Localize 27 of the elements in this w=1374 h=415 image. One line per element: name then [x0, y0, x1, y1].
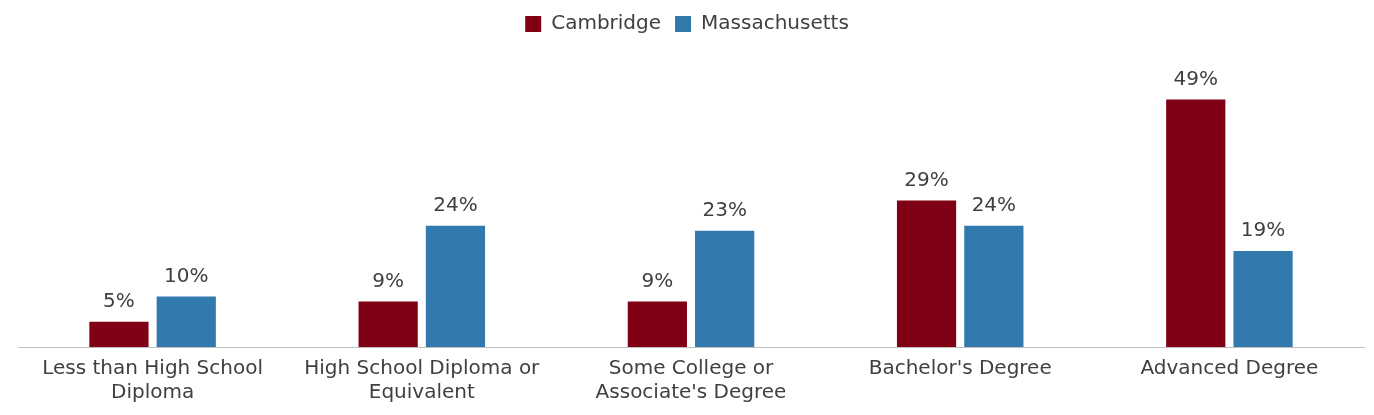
x-tick-label: Advanced Degree — [1140, 355, 1319, 380]
bar — [627, 301, 687, 347]
data-label: 10% — [164, 262, 209, 287]
data-label: 23% — [702, 197, 747, 222]
data-label: 19% — [1240, 217, 1286, 242]
data-label: 9% — [372, 267, 405, 292]
data-label: 29% — [904, 166, 949, 191]
x-tick-label: Some College or Associate's Degree — [595, 355, 787, 404]
bar — [89, 321, 149, 347]
x-tick-label: High School Diploma or Equivalent — [304, 355, 541, 404]
data-label: 24% — [433, 192, 478, 216]
legend-label: Cambridge — [551, 10, 662, 35]
data-label: 24% — [971, 192, 1017, 216]
bar — [896, 200, 957, 347]
bar — [964, 225, 1024, 347]
bar — [695, 230, 755, 347]
data-label: 5% — [103, 287, 135, 312]
data-label: 9% — [641, 267, 674, 292]
data-label: 49% — [1173, 65, 1218, 90]
x-tick-label: Bachelor's Degree — [868, 355, 1052, 380]
bar — [156, 296, 216, 347]
legend-label: Massachusetts — [701, 10, 849, 35]
bar — [1166, 99, 1226, 347]
bar — [1233, 251, 1293, 347]
bar — [425, 225, 486, 347]
x-tick-label: Less than High School Diploma — [42, 355, 264, 404]
bar — [358, 301, 418, 347]
